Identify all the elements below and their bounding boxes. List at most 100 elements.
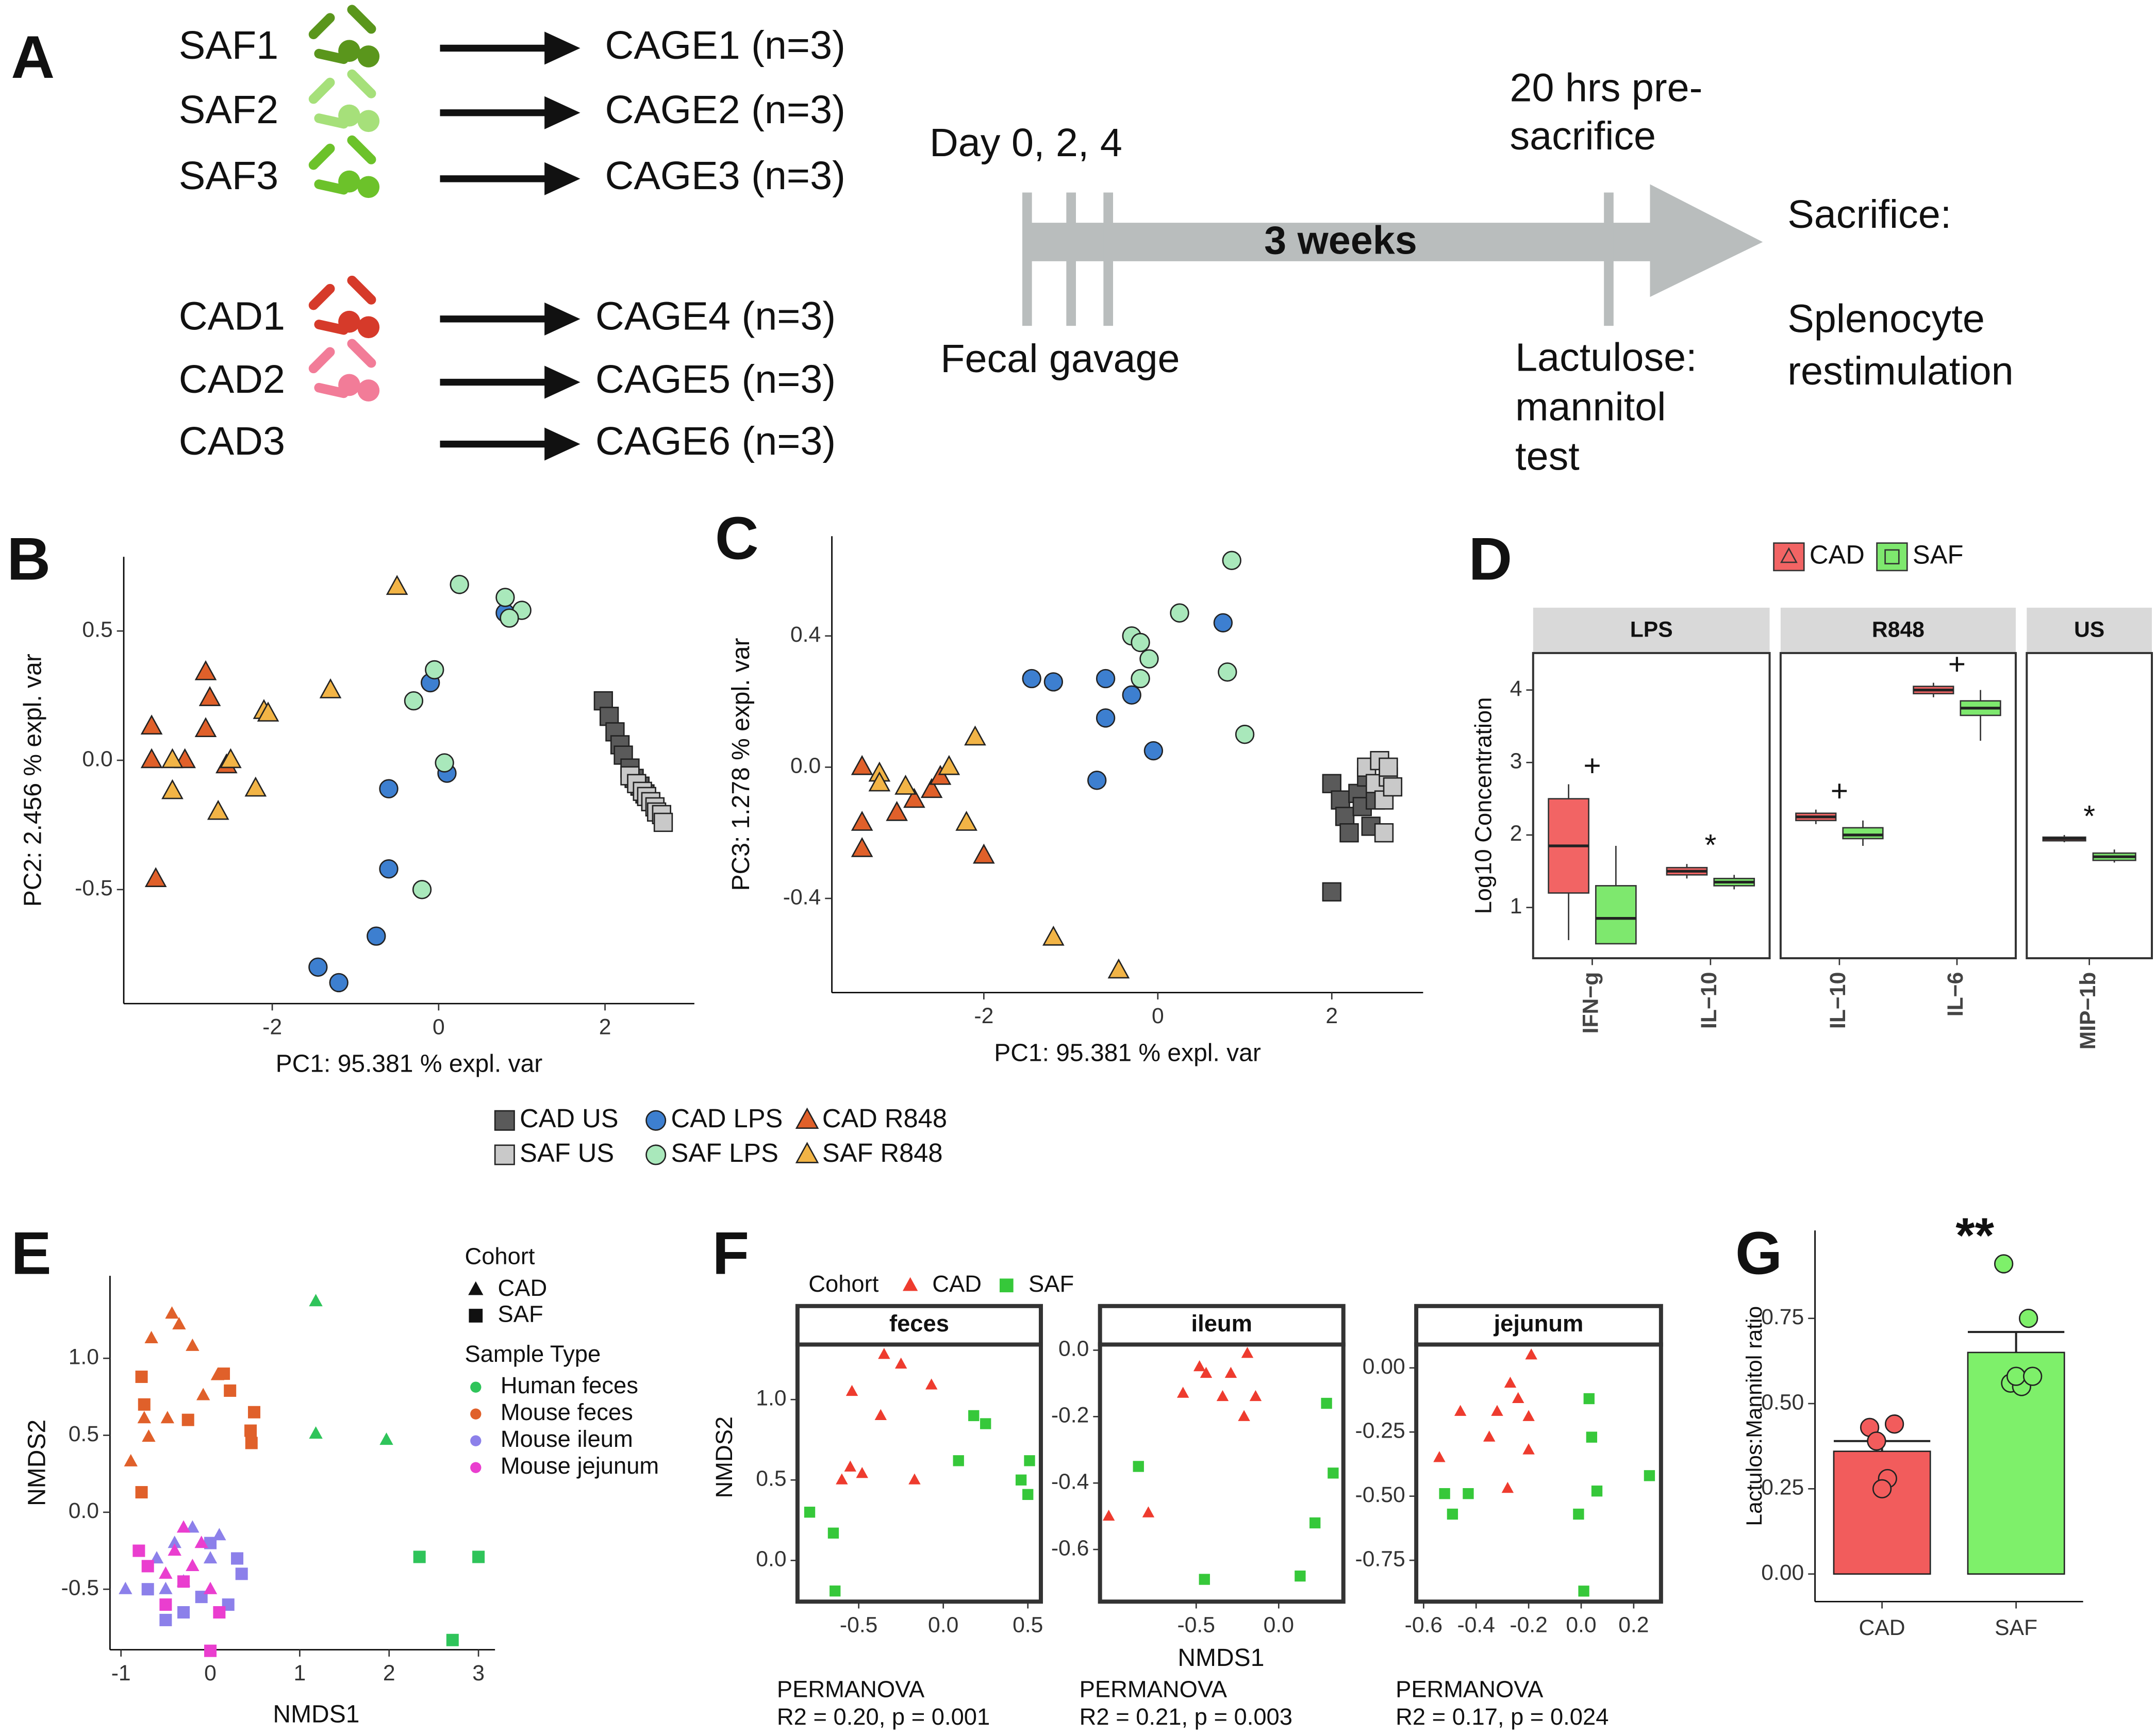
x-tick-label: 1 [294,1661,306,1686]
x-tick-label: -2 [262,1014,282,1039]
timeline-note: mannitol [1515,385,1666,429]
group-label: CAD3 [179,419,285,463]
y-tick-label: 0.0 [756,1547,786,1572]
point [257,702,279,722]
point [1176,1387,1189,1398]
y-tick-label: -0.50 [1355,1482,1405,1507]
point [1015,1474,1027,1486]
legend-label: CAD [932,1271,982,1297]
x-tick-label: 2 [599,1014,611,1039]
point [495,588,515,607]
timeline-duration: 3 weeks [1264,219,1417,263]
point [1321,1397,1332,1409]
test-stats: R2 = 0.20, p = 0.001 [777,1704,990,1730]
significance: ** [1955,1208,1994,1263]
legend-title: Sample Type [465,1341,601,1367]
point [137,1411,151,1424]
legend-key [470,1435,482,1446]
legend-key [795,1107,819,1129]
group-label: SAF3 [179,154,278,198]
point [379,859,399,879]
point [1199,1574,1210,1585]
point [450,575,469,594]
y-tick-label: 0.00 [1363,1354,1405,1379]
point [1102,1509,1115,1521]
point [159,1598,172,1611]
point [1328,1467,1339,1479]
point [1644,1470,1655,1481]
point [1433,1451,1446,1462]
y-tick-label: -0.6 [1051,1536,1089,1560]
point [1133,1461,1144,1472]
x-tick-label: 0.0 [1264,1613,1294,1638]
point [194,660,217,680]
bacteria-icon [347,275,376,305]
x-tick-label: 0.0 [928,1613,958,1638]
point [1491,1405,1503,1416]
panel-letter: A [11,23,55,91]
legend-key [470,1462,482,1473]
y-tick-label: -0.25 [1355,1418,1405,1443]
point [894,775,917,795]
legend-key [645,1144,667,1165]
bacteria-icon [347,135,376,164]
legend-key [645,1110,667,1131]
point [159,1566,173,1579]
legend-label: Mouse ileum [501,1426,633,1452]
x-axis-title: PC1: 95.381 % expl. var [994,1039,1261,1066]
cage-label: CAGE6 (n=3) [595,419,836,463]
point [142,1429,156,1442]
x-tick-label: -0.6 [1405,1613,1443,1638]
x-tick-label: IL−10 [1826,972,1850,1029]
bacteria-icon [338,170,360,193]
y-tick-label: 0.0 [82,746,112,771]
point [1024,1455,1035,1466]
x-tick-label: 0 [204,1661,217,1686]
y-tick-label: 4 [1510,676,1522,701]
point [894,1357,907,1369]
y-axis-title: Lactulos:Mannitol ratio [1742,1306,1767,1526]
point [204,1644,217,1657]
point [176,1520,191,1533]
legend-label: SAF US [520,1138,614,1167]
timeline-head [1650,184,1763,297]
point [177,1606,190,1619]
legend-label: SAF [1029,1271,1074,1297]
y-tick-label: 0.5 [69,1422,99,1446]
test-stats: R2 = 0.21, p = 0.003 [1080,1704,1292,1730]
point [1573,1508,1584,1520]
y-tick-label: 0.0 [790,754,821,778]
legend-label: SAF [1913,540,1964,570]
y-tick-label: 0.5 [82,617,112,642]
y-axis-title: PC3: 1.278 % expl. var [727,638,755,891]
point [181,1413,194,1426]
legend-label: SAF [497,1300,543,1327]
point [138,1398,151,1411]
legend-key [494,1110,515,1131]
y-axis-title: NMDS2 [711,1416,737,1498]
point [1241,1347,1254,1358]
legend-key [795,1142,819,1163]
x-tick-label: 2 [1325,1004,1338,1028]
box [1595,885,1637,945]
point [1295,1570,1306,1582]
legend-label: CAD R848 [822,1104,947,1133]
legend-label: CAD [497,1275,547,1301]
point [1218,662,1237,682]
point [1454,1405,1467,1416]
strip [1780,607,2016,653]
point [124,1454,138,1466]
point [144,867,167,887]
point [1439,1488,1450,1499]
legend-key [1780,547,1798,563]
point [1235,725,1255,744]
arrow-head [544,162,581,195]
y-axis-title: Log10 Concentration [1470,697,1496,914]
panel-letter: D [1468,525,1512,593]
point [2018,1309,2038,1328]
legend-label: CAD [1810,540,1865,570]
panel-letter: E [11,1219,51,1287]
point [168,1543,181,1556]
point [140,714,163,735]
